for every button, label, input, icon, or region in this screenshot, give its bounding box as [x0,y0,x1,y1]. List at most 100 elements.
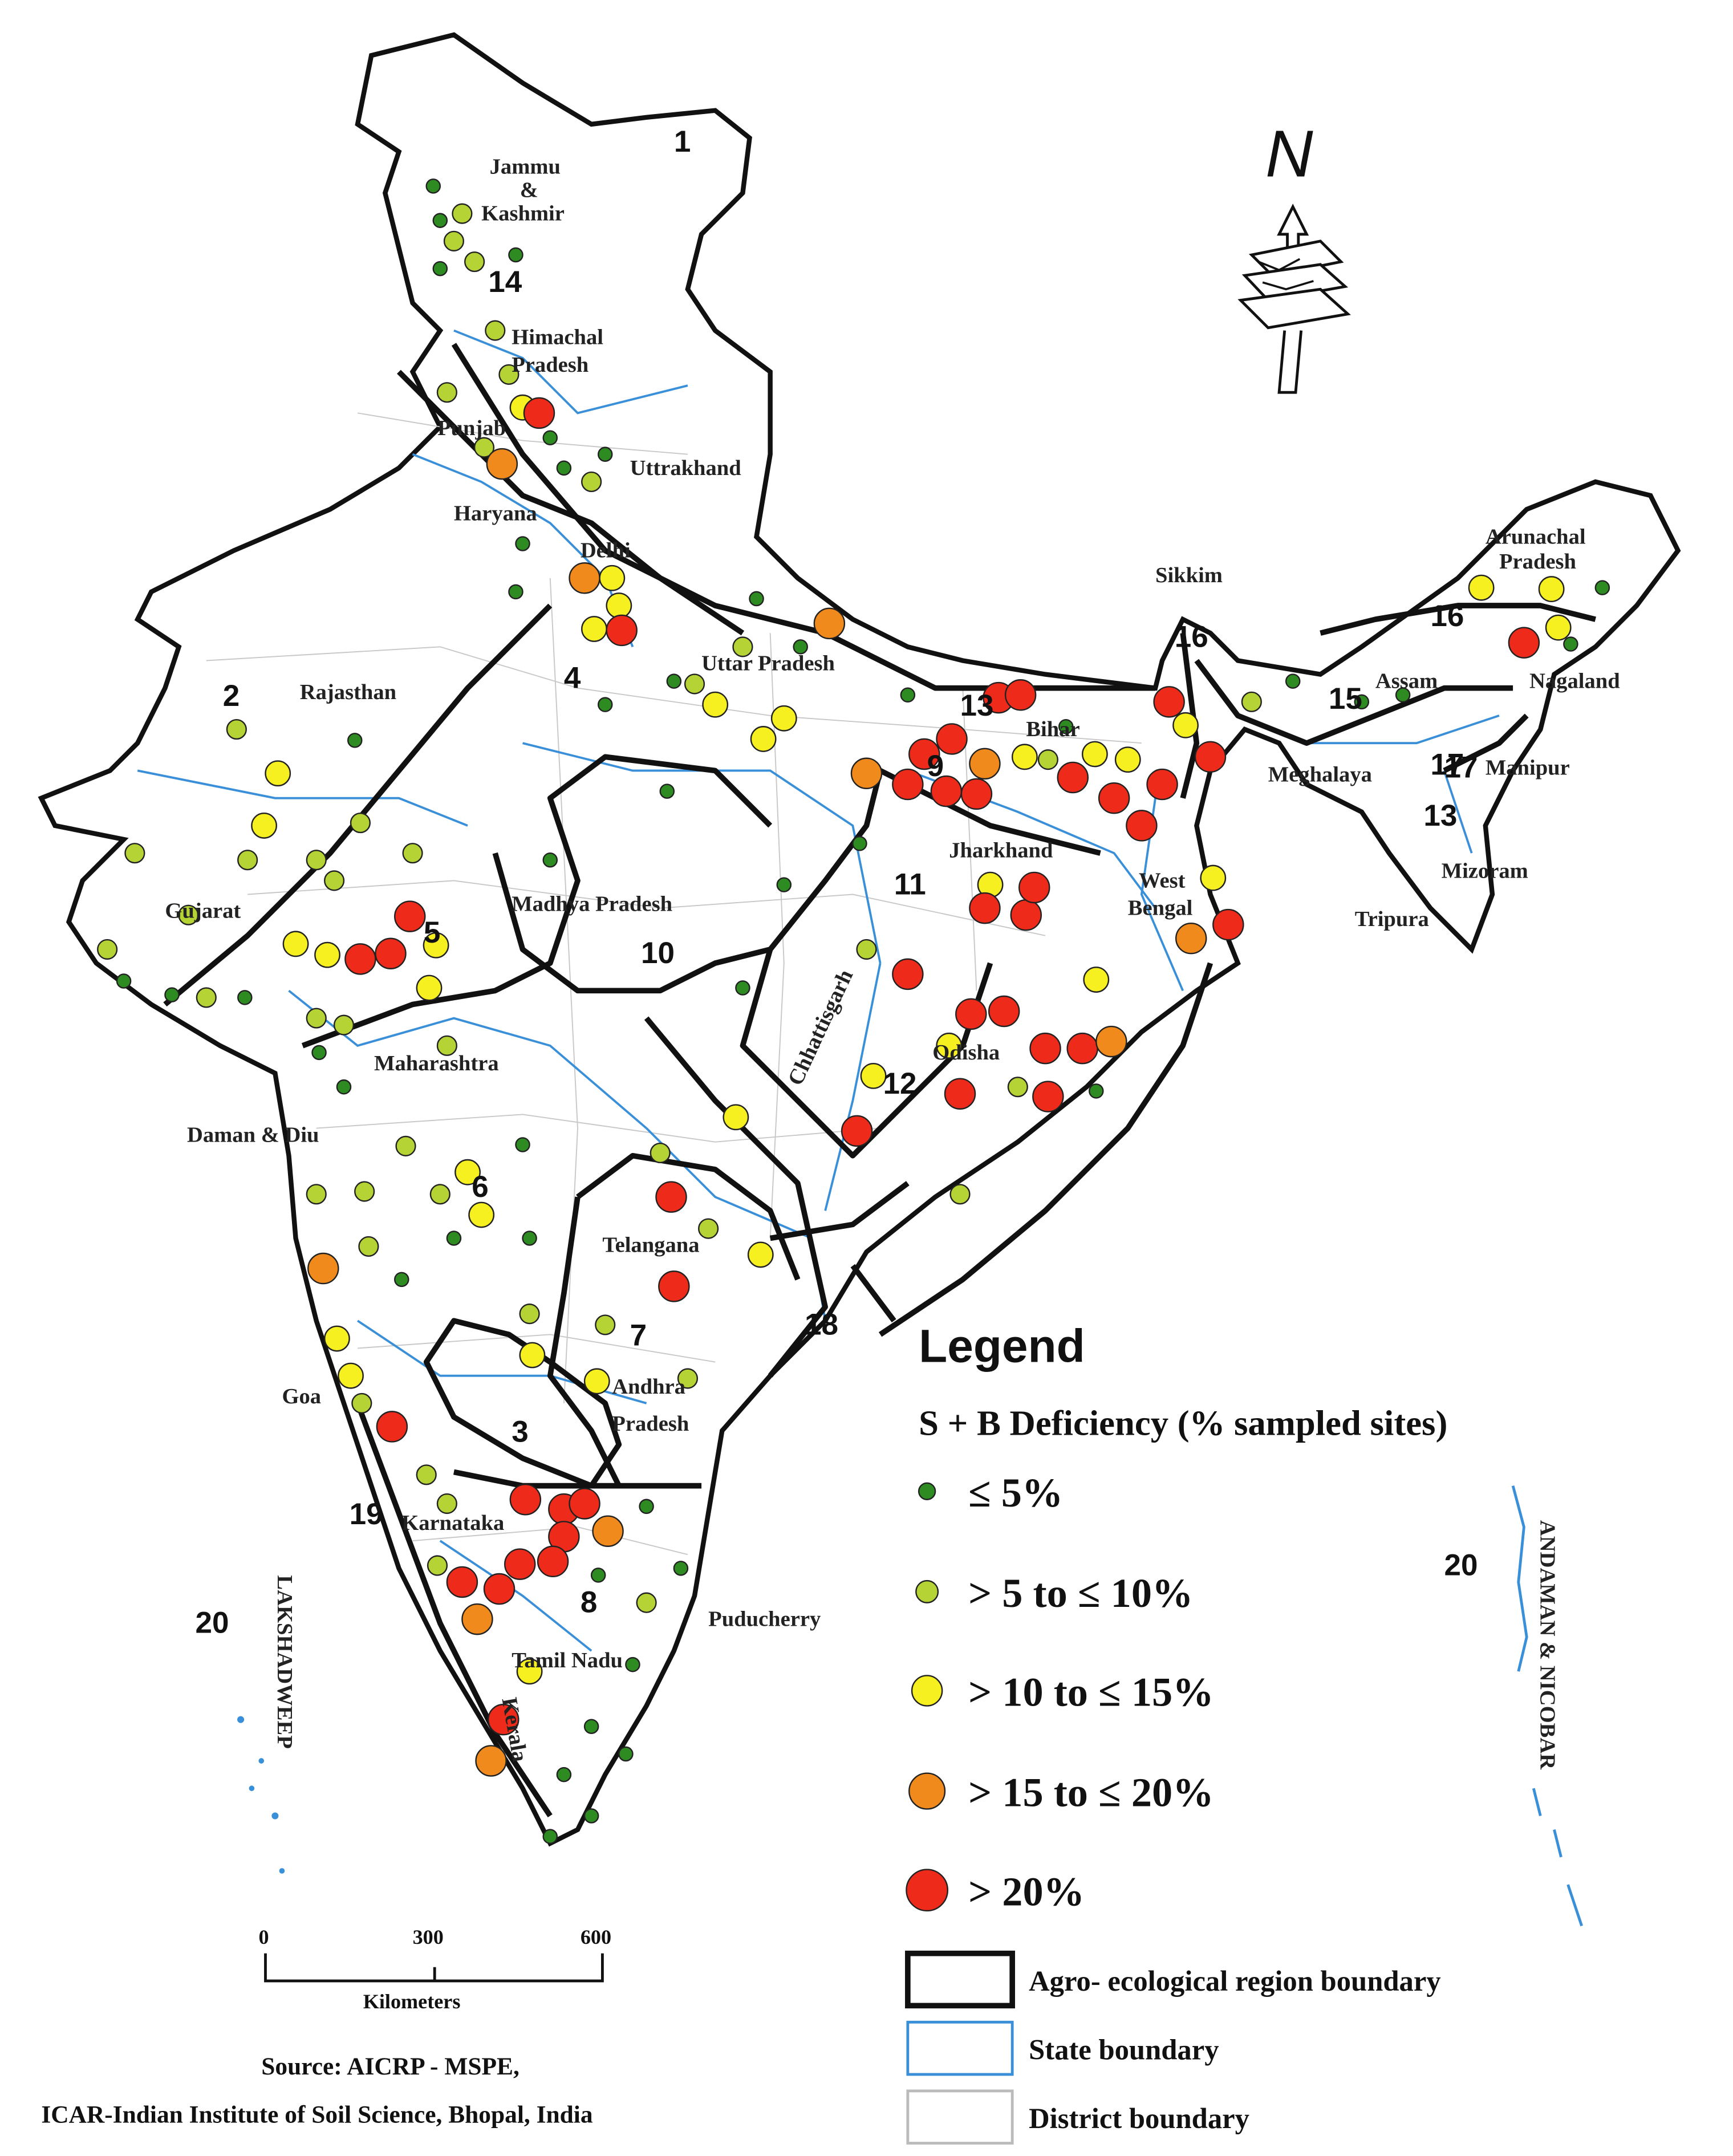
north-letter: N [1265,116,1313,190]
legend-label-15-20: > 15 to ≤ 20% [968,1770,1214,1816]
site-point [969,892,1001,924]
site-point [747,1241,774,1268]
site-point [307,1252,339,1285]
scale-tick-0: 0 [258,1926,269,1948]
site-point [1114,746,1141,773]
andaman-nicobar-islands [1511,1485,1583,1927]
label-west-1: West [1139,868,1186,892]
region-number: 12 [883,1067,916,1101]
site-point [852,836,867,851]
site-point [429,1184,451,1205]
legend-swatch-10-15 [911,1675,943,1707]
site-point [196,987,217,1008]
site-point [432,213,448,228]
site-point [350,813,371,834]
region-number: 5 [424,916,441,949]
site-point [1194,741,1227,773]
site-point [936,1032,963,1059]
legend-title: Legend [919,1321,1085,1373]
site-point [1172,712,1199,738]
region-number: 20 [195,1606,229,1640]
site-point [251,813,277,839]
site-point [658,1270,690,1302]
label-arunachal-1: Arunachal [1486,525,1586,549]
site-point [955,998,987,1030]
site-point [265,760,291,787]
label-sikkim: Sikkim [1155,563,1223,587]
site-point [595,1314,616,1335]
site-point [306,1184,327,1205]
site-point [1007,1077,1028,1098]
site-point [581,471,602,493]
label-puducherry: Puducherry [708,1607,821,1631]
region-number: 11 [894,868,926,902]
site-point [556,1767,572,1783]
site-point [509,1484,542,1516]
label-tamil-nadu: Tamil Nadu [512,1649,623,1672]
site-point [581,616,607,642]
label-telangana: Telangana [602,1233,699,1257]
region-number: 1 [674,125,691,159]
legend-label-gt20: > 20% [968,1869,1085,1914]
site-point [464,251,485,273]
site-point [949,1184,971,1205]
label-rajasthan: Rajasthan [300,680,396,704]
label-andaman: ANDAMAN & NICOBAR [1535,1520,1559,1770]
site-point [1153,686,1185,718]
site-point [673,1561,689,1576]
site-point [625,1656,640,1672]
site-point [333,1014,355,1036]
site-point [750,726,777,752]
label-meghalaya: Meghalaya [1268,763,1372,787]
site-point [519,1342,546,1369]
site-point [639,1499,654,1515]
site-point [446,1566,478,1598]
site-point [376,1411,408,1443]
legend-swatch-5-10 [915,1580,939,1603]
site-point [969,748,1001,780]
region-number: 16 [1430,599,1464,633]
site-point [498,364,520,385]
site-point [344,943,376,975]
site-point [1058,718,1074,734]
site-point [542,430,558,446]
site-point [436,1035,457,1056]
label-jammu: Jammu [490,155,561,179]
site-point [432,261,448,277]
site-point [347,733,363,748]
sample-sites [97,178,1610,1844]
site-point [314,941,340,968]
region-number: 16 [1175,620,1208,653]
region-number: 18 [805,1308,838,1341]
site-point [468,1201,495,1228]
site-point [508,247,523,263]
region-number: 3 [512,1415,529,1448]
site-point [488,1703,520,1736]
site-point [1057,761,1089,794]
site-point [569,1488,600,1520]
site-point [97,939,118,960]
label-nagaland: Nagaland [1529,669,1620,693]
site-point [666,673,682,689]
region-number: 4 [564,661,581,695]
site-point [427,1555,448,1576]
site-point [1212,908,1244,941]
label-himachal-2: Pradesh [512,353,589,377]
label-manipur: Manipur [1486,756,1570,780]
legend-label-le5: ≤ 5% [968,1470,1063,1516]
legend-swatch-le5 [918,1482,936,1500]
site-point [636,1592,657,1613]
lakshadweep-islands [237,1716,285,1874]
region-number: 2 [223,679,240,713]
site-point [416,1464,437,1485]
site-point [226,718,247,740]
site-point [395,1135,416,1156]
site-point [508,584,523,600]
site-point [1468,574,1495,601]
site-point [1066,1032,1098,1065]
legend-aer-swatch [905,1950,1015,2009]
site-point [723,1104,749,1131]
site-point [749,591,764,607]
label-madhya-pradesh: Madhya Pradesh [512,892,672,916]
